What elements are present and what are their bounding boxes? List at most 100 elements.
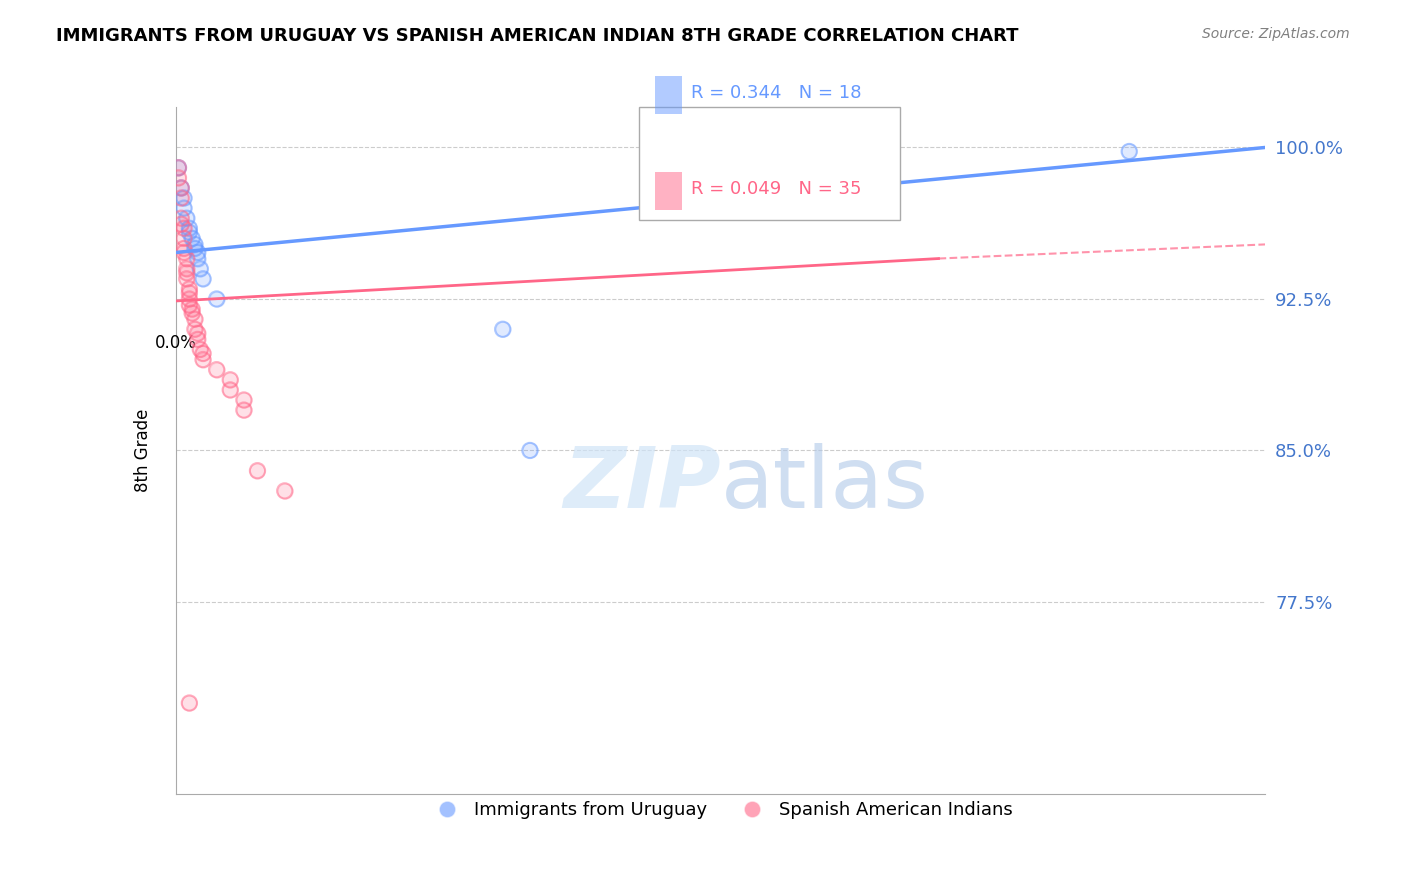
Point [170, 191, 193, 205]
Spanish American Indians [173, 242, 195, 256]
Spanish American Indians [176, 252, 198, 266]
Point [191, 352, 214, 367]
Point [274, 483, 297, 498]
Point [219, 383, 242, 397]
Point [179, 298, 201, 312]
Spanish American Indians [246, 464, 269, 478]
Text: R = 0.049   N = 35: R = 0.049 N = 35 [692, 180, 862, 198]
Spanish American Indians [232, 403, 254, 417]
Point [188, 261, 211, 276]
Point [232, 403, 254, 417]
Immigrants from Uruguay [184, 242, 207, 256]
Point [219, 373, 242, 387]
Point [167, 161, 190, 175]
Point [184, 242, 207, 256]
Point [167, 161, 190, 175]
Point [179, 225, 201, 239]
Immigrants from Uruguay [1118, 145, 1140, 159]
Spanish American Indians [176, 266, 198, 280]
Point [184, 312, 207, 326]
Point [170, 217, 193, 231]
Point [176, 266, 198, 280]
Spanish American Indians [170, 181, 193, 195]
Immigrants from Uruguay [519, 443, 541, 458]
Spanish American Indians [219, 373, 242, 387]
Spanish American Indians [170, 211, 193, 226]
Immigrants from Uruguay [492, 322, 515, 336]
Spanish American Indians [181, 306, 204, 320]
Spanish American Indians [176, 261, 198, 276]
Point [191, 271, 214, 285]
Point [205, 362, 228, 376]
Text: ZIP: ZIP [562, 443, 721, 526]
Immigrants from Uruguay [173, 191, 195, 205]
Bar [655, 76, 682, 114]
Spanish American Indians [179, 696, 201, 710]
Spanish American Indians [173, 221, 195, 235]
Point [173, 245, 195, 260]
Spanish American Indians [188, 343, 211, 357]
Immigrants from Uruguay [186, 252, 209, 266]
Point [173, 242, 195, 256]
Spanish American Indians [191, 352, 214, 367]
Text: R = 0.344   N = 18: R = 0.344 N = 18 [692, 85, 862, 103]
Point [173, 221, 195, 235]
Spanish American Indians [184, 312, 207, 326]
Point [186, 245, 209, 260]
Text: Source: ZipAtlas.com: Source: ZipAtlas.com [1202, 27, 1350, 41]
Text: atlas: atlas [721, 443, 928, 526]
Point [176, 211, 198, 226]
Spanish American Indians [191, 346, 214, 360]
Point [170, 181, 193, 195]
Point [186, 332, 209, 346]
Point [519, 443, 541, 458]
Spanish American Indians [186, 332, 209, 346]
Point [191, 346, 214, 360]
Point [186, 252, 209, 266]
Point [179, 221, 201, 235]
Point [186, 326, 209, 341]
Immigrants from Uruguay [179, 221, 201, 235]
Point [176, 271, 198, 285]
Immigrants from Uruguay [173, 201, 195, 215]
Point [1118, 145, 1140, 159]
Spanish American Indians [167, 161, 190, 175]
Immigrants from Uruguay [176, 211, 198, 226]
Point [173, 231, 195, 245]
Point [179, 282, 201, 296]
Point [492, 322, 515, 336]
Point [179, 696, 201, 710]
Y-axis label: 8th Grade: 8th Grade [134, 409, 152, 492]
Spanish American Indians [173, 245, 195, 260]
Spanish American Indians [232, 392, 254, 407]
Point [184, 237, 207, 252]
Legend: Immigrants from Uruguay, Spanish American Indians: Immigrants from Uruguay, Spanish America… [422, 794, 1019, 826]
Spanish American Indians [179, 285, 201, 300]
Spanish American Indians [184, 322, 207, 336]
Point [188, 343, 211, 357]
Point [184, 322, 207, 336]
Immigrants from Uruguay [170, 181, 193, 195]
Point [181, 301, 204, 316]
Spanish American Indians [179, 282, 201, 296]
Point [173, 201, 195, 215]
Immigrants from Uruguay [167, 161, 190, 175]
Spanish American Indians [170, 217, 193, 231]
Point [181, 306, 204, 320]
Immigrants from Uruguay [184, 237, 207, 252]
Immigrants from Uruguay [181, 231, 204, 245]
Spanish American Indians [205, 362, 228, 376]
Immigrants from Uruguay [179, 225, 201, 239]
Point [176, 252, 198, 266]
Spanish American Indians [181, 301, 204, 316]
FancyBboxPatch shape [638, 107, 900, 220]
Point [170, 211, 193, 226]
Spanish American Indians [170, 191, 193, 205]
Bar [655, 172, 682, 211]
Spanish American Indians [173, 231, 195, 245]
Text: R = 0.344    N = 18: R = 0.344 N = 18 [650, 128, 825, 145]
Spanish American Indians [176, 271, 198, 285]
Text: 0.0%: 0.0% [155, 334, 197, 351]
Spanish American Indians [219, 383, 242, 397]
Text: IMMIGRANTS FROM URUGUAY VS SPANISH AMERICAN INDIAN 8TH GRADE CORRELATION CHART: IMMIGRANTS FROM URUGUAY VS SPANISH AMERI… [56, 27, 1019, 45]
